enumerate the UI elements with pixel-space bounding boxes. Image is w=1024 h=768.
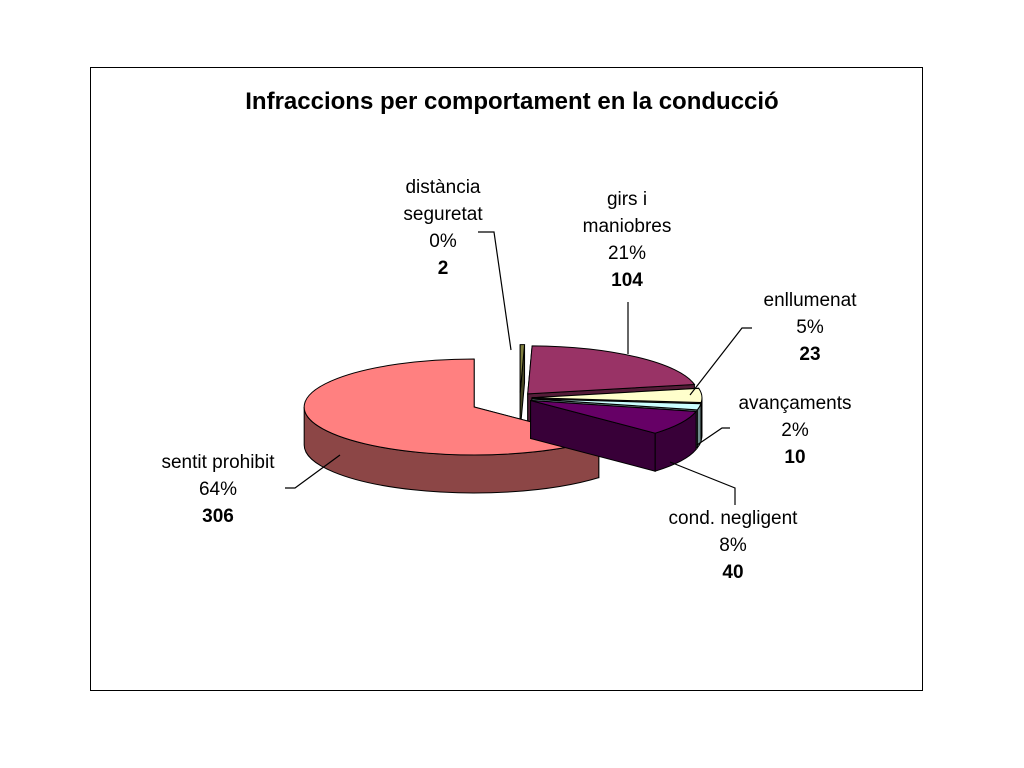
slice-name: distància xyxy=(405,177,481,198)
slice-name: sentit prohibit xyxy=(161,452,275,473)
slice-name: enllumenat xyxy=(763,290,857,311)
slice-label-negligent: cond. negligent 8% 40 xyxy=(669,505,798,586)
slice-name: girs i xyxy=(606,189,648,210)
slice-name: cond. negligent xyxy=(668,508,798,529)
slice-percent: 5% xyxy=(796,317,824,338)
slice-value: 23 xyxy=(799,344,821,365)
slice-percent: 64% xyxy=(198,479,238,500)
slice-name: maniobres xyxy=(582,216,672,237)
slice-percent: 8% xyxy=(719,535,747,556)
pie-slice-negligent xyxy=(530,399,698,472)
slice-label-girs: girs i maniobres 21% 104 xyxy=(583,186,672,294)
leader-line-enllumenat xyxy=(689,327,752,396)
slice-value: 10 xyxy=(784,447,806,468)
chart-frame xyxy=(90,67,923,691)
slice-percent: 0% xyxy=(429,231,457,252)
leader-line-avancaments xyxy=(696,427,730,446)
pie-slice-prohibit xyxy=(303,358,601,494)
leader-line-prohibit xyxy=(285,454,341,489)
slice-label-prohibit: sentit prohibit 64% 306 xyxy=(161,449,274,530)
slice-value: 306 xyxy=(202,506,234,527)
slice-label-enllumenat: enllumenat 5% 23 xyxy=(764,287,857,368)
slice-percent: 2% xyxy=(781,420,809,441)
slice-name: seguretat xyxy=(403,204,483,225)
slice-value: 104 xyxy=(611,270,643,291)
leader-line-distancia xyxy=(478,231,512,351)
pie-slice-distancia xyxy=(519,344,526,431)
slice-name: avançaments xyxy=(738,393,852,414)
leader-line-negligent xyxy=(669,461,736,505)
slice-value: 2 xyxy=(437,258,449,279)
chart-title: Infraccions per comportament en la condu… xyxy=(245,88,779,115)
slice-value: 40 xyxy=(722,562,744,583)
slice-percent: 21% xyxy=(607,243,647,264)
slice-label-distancia: distància seguretat 0% 2 xyxy=(403,174,482,282)
slice-label-avancaments: avançaments 2% 10 xyxy=(738,390,851,471)
